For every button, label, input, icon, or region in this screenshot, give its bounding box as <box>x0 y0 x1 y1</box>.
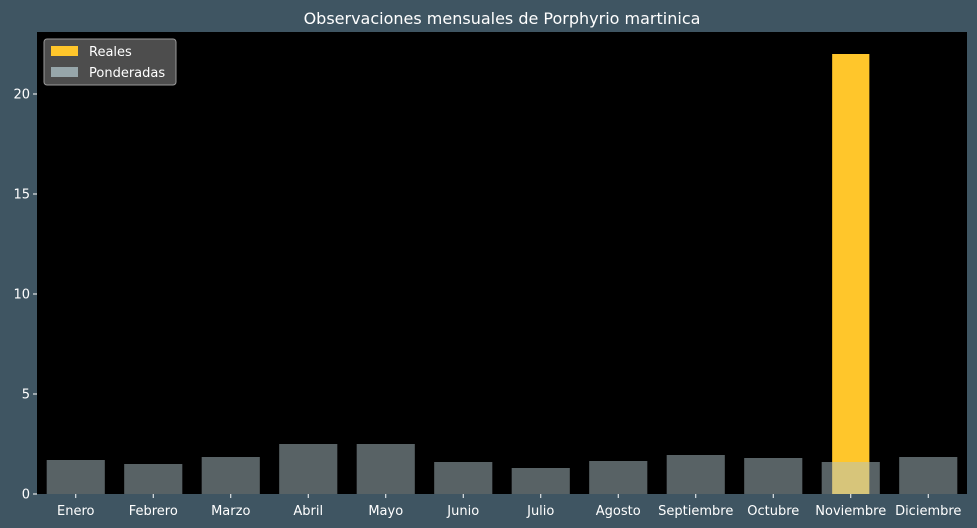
bar-reales-noviembre <box>832 54 870 494</box>
x-tick-label: Enero <box>57 504 95 519</box>
x-tick-label: Julio <box>526 504 554 519</box>
y-tick-label: 10 <box>13 288 30 303</box>
x-tick-label: Diciembre <box>895 504 961 519</box>
bar-ponderadas-junio <box>434 462 493 494</box>
y-tick-label: 20 <box>13 88 30 103</box>
legend: Reales Ponderadas <box>43 38 177 86</box>
legend-swatch-reales <box>51 46 78 56</box>
y-tick-label: 15 <box>13 188 30 203</box>
bar-ponderadas-noviembre <box>821 462 880 494</box>
x-tick-label: Agosto <box>596 504 641 519</box>
x-tick-label: Junio <box>446 504 479 519</box>
chart-title: Observaciones mensuales de Porphyrio mar… <box>304 9 701 28</box>
x-tick-label: Octubre <box>747 504 799 519</box>
y-tick-label: 5 <box>22 388 30 403</box>
legend-label-reales: Reales <box>89 45 132 60</box>
bar-ponderadas-marzo <box>201 457 260 494</box>
bar-ponderadas-febrero <box>124 464 183 494</box>
bar-ponderadas-julio <box>511 468 570 494</box>
bar-ponderadas-mayo <box>356 444 415 494</box>
x-tick-label: Febrero <box>129 504 178 519</box>
x-tick-label: Septiembre <box>658 504 733 519</box>
x-axis: Enero Febrero Marzo Abril Mayo Junio Julio Agos… <box>57 494 961 519</box>
y-axis: 0 5 10 15 20 <box>13 88 37 503</box>
bar-ponderadas-agosto <box>589 461 648 494</box>
y-tick-label: 0 <box>22 488 30 503</box>
bar-ponderadas-octubre <box>744 458 803 494</box>
x-tick-label: Abril <box>293 504 323 519</box>
bar-ponderadas-diciembre <box>899 457 958 494</box>
bar-ponderadas-enero <box>46 460 105 494</box>
x-tick-label: Mayo <box>368 504 403 519</box>
bar-ponderadas-abril <box>279 444 338 494</box>
legend-label-ponderadas: Ponderadas <box>89 66 165 81</box>
plot-area <box>37 32 967 494</box>
ponderadas-series <box>46 444 958 494</box>
legend-swatch-ponderadas <box>51 67 78 77</box>
bar-ponderadas-septiembre <box>666 455 725 494</box>
x-tick-label: Marzo <box>211 504 250 519</box>
reales-series <box>832 54 870 494</box>
x-tick-label: Noviembre <box>815 504 886 519</box>
